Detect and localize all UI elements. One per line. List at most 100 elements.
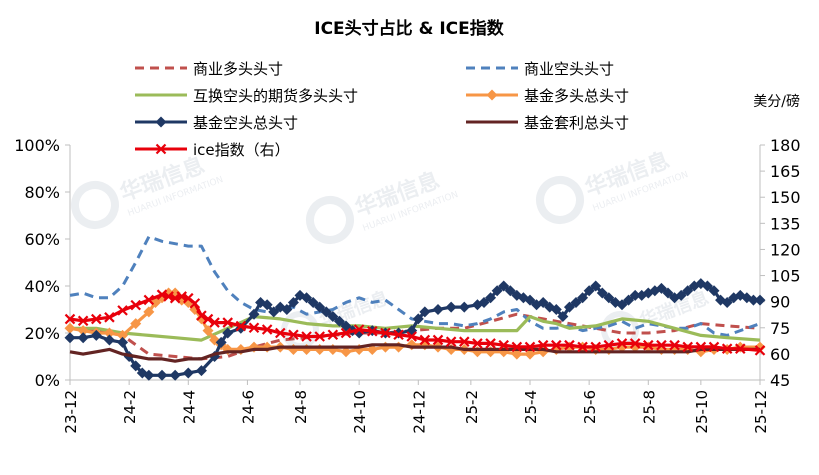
data-point-stroke (656, 339, 667, 351)
x-tick-label: 24-4 (180, 390, 198, 424)
data-point-stroke (64, 313, 76, 325)
data-point (616, 338, 628, 349)
data-point (629, 289, 641, 301)
data-point (281, 304, 293, 315)
plot-area: 0% 20% 40% 60% 80% 100% 45 60 75 90 105 120 135 150 16… (14, 136, 800, 434)
data-point (735, 343, 746, 354)
data-point (747, 294, 759, 306)
data-point (511, 348, 523, 360)
x-tick-label: 25-8 (640, 390, 658, 424)
data-point (333, 315, 345, 327)
left-tick-label: 20% (24, 324, 60, 343)
left-tick-label: 60% (24, 230, 60, 249)
right-tick-label: 180 (770, 136, 801, 155)
right-axis-unit: 美分/磅 (753, 93, 800, 110)
data-point (445, 336, 457, 347)
data-point (222, 327, 234, 339)
data-point (367, 325, 378, 337)
data-point (301, 292, 313, 304)
data-point (524, 348, 536, 360)
data-point-stroke (445, 336, 457, 347)
data-point-stroke (590, 341, 601, 353)
data-point (202, 325, 214, 337)
data-point (117, 329, 129, 341)
x-tick-label: 24-2 (121, 390, 139, 424)
right-tick-label: 90 (770, 293, 790, 312)
data-point (64, 332, 76, 344)
data-point (327, 311, 339, 323)
data-point (459, 336, 470, 347)
data-point (629, 338, 641, 349)
data-point-stroke (603, 339, 615, 351)
series-1 (69, 235, 761, 337)
data-point-stroke (735, 343, 746, 354)
data-point (478, 296, 490, 308)
data-point (130, 318, 142, 330)
data-point-stroke (222, 317, 233, 328)
data-point-stroke (432, 334, 444, 346)
data-point (340, 346, 352, 358)
data-point (307, 296, 319, 308)
data-point (537, 339, 549, 351)
data-point (643, 339, 654, 351)
data-point (90, 329, 102, 341)
data-point-stroke (485, 338, 496, 349)
series-line (69, 235, 761, 337)
data-point (695, 341, 707, 353)
legend-label: 互换空头的期货多头头寸 (193, 87, 358, 105)
data-point (353, 324, 365, 335)
data-point (130, 299, 141, 311)
data-point (583, 285, 595, 297)
data-point (590, 280, 602, 292)
data-point-stroke (314, 331, 325, 342)
legend-item: 互换空头的期货多头头寸 (135, 87, 358, 105)
right-tick-label: 150 (770, 188, 801, 207)
x-tick-label: 25-2 (463, 390, 481, 424)
data-point (261, 324, 273, 335)
data-point-stroke (643, 339, 654, 351)
legend-label: 商业空头头寸 (524, 60, 614, 78)
data-point (327, 329, 339, 341)
legend-label: 基金多头总头寸 (524, 87, 629, 105)
data-point-stroke (380, 327, 391, 339)
data-point (577, 341, 588, 353)
x-tick-label: 24-10 (351, 390, 369, 434)
data-point (314, 331, 325, 342)
x-tick-label: 25-10 (693, 390, 711, 434)
data-point-stroke (189, 298, 201, 309)
data-point (77, 325, 89, 337)
data-point (445, 301, 457, 313)
data-point (155, 143, 167, 155)
legend-item: 基金空头总头寸 (135, 114, 298, 132)
data-point (498, 339, 509, 351)
data-point (708, 341, 720, 353)
data-point (669, 339, 680, 351)
data-point (491, 285, 503, 297)
data-point (570, 296, 582, 308)
data-point (196, 310, 207, 321)
data-point-stroke (327, 329, 339, 341)
data-point-stroke (367, 325, 378, 337)
data-point-stroke (340, 327, 352, 339)
data-point-stroke (459, 336, 470, 347)
data-point (314, 301, 326, 313)
data-point (563, 301, 575, 313)
data-point (557, 311, 569, 323)
data-point (130, 360, 142, 372)
data-point (550, 304, 562, 315)
legend-item: ice指数（右） (135, 141, 290, 159)
series-line (70, 315, 761, 342)
right-tick-label: 45 (770, 371, 790, 390)
data-point (117, 305, 128, 316)
right-tick-label: 165 (770, 162, 801, 181)
data-point (143, 306, 155, 318)
legend-label: 商业多头头寸 (193, 60, 283, 78)
data-point-stroke (754, 345, 766, 356)
data-point (77, 315, 89, 327)
data-point (103, 334, 115, 346)
data-point (77, 332, 89, 344)
data-point (155, 116, 167, 128)
data-point (189, 298, 201, 309)
